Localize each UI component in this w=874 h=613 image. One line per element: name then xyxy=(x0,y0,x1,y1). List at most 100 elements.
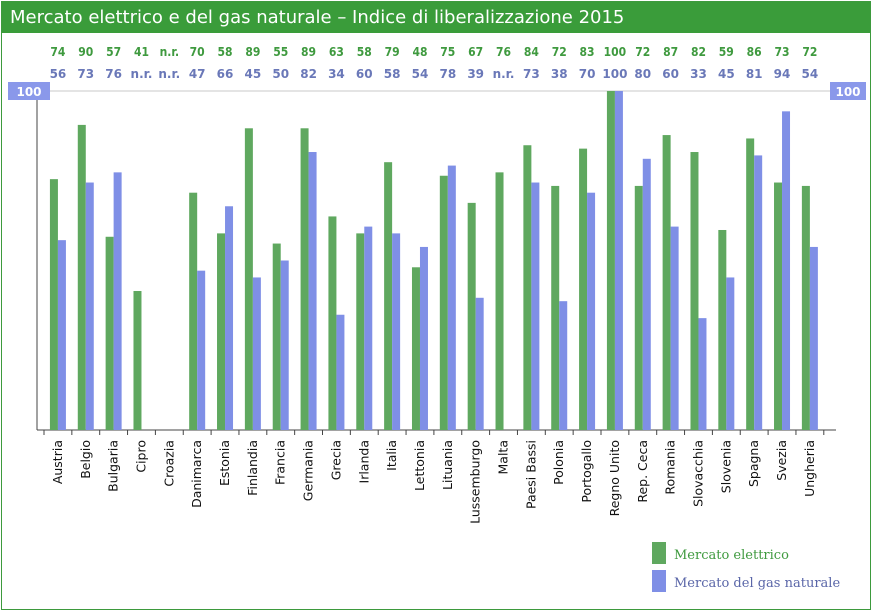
bar-gas xyxy=(782,111,791,430)
label-gas: 38 xyxy=(551,67,568,81)
bar-elettrico xyxy=(523,145,532,431)
category-label: Portogallo xyxy=(579,440,594,503)
bar-elettrico xyxy=(718,229,727,430)
label-gas: 78 xyxy=(439,67,456,81)
category-label: Lituania xyxy=(440,440,455,490)
label-elettrico: 48 xyxy=(412,45,427,59)
bar-gas xyxy=(447,165,456,430)
bar-gas xyxy=(670,226,679,430)
bar-elettrico xyxy=(244,128,253,431)
label-gas: 34 xyxy=(328,67,345,81)
label-gas: 33 xyxy=(690,67,707,81)
bar-elettrico xyxy=(439,175,448,430)
category-label: Estonia xyxy=(217,440,232,486)
category-label: Slovacchia xyxy=(690,440,705,507)
label-elettrico: 67 xyxy=(468,45,483,59)
label-gas: 56 xyxy=(50,67,67,81)
label-gas: 81 xyxy=(746,67,763,81)
bar-elettrico xyxy=(272,243,281,430)
bar-elettrico xyxy=(662,135,671,430)
bar-elettrico xyxy=(801,185,810,430)
bar-gas xyxy=(308,152,317,430)
category-label: Paesi Bassi xyxy=(523,440,538,509)
bar-gas xyxy=(531,182,540,430)
category-label: Lettonia xyxy=(412,440,427,491)
label-gas: 45 xyxy=(718,67,735,81)
category-label: Austria xyxy=(50,440,65,484)
bar-elettrico xyxy=(77,124,86,431)
bar-gas xyxy=(809,246,818,430)
category-label: Bulgaria xyxy=(106,440,121,492)
label-gas: 45 xyxy=(245,67,262,81)
label-elettrico: 72 xyxy=(635,45,650,59)
label-elettrico: 57 xyxy=(106,45,121,59)
label-elettrico: 74 xyxy=(50,45,66,59)
label-gas: n.r. xyxy=(158,67,180,81)
legend-label-gas: Mercato del gas naturale xyxy=(674,576,840,591)
bar-gas xyxy=(252,277,261,430)
category-label: Grecia xyxy=(328,440,343,480)
label-elettrico: 75 xyxy=(440,45,455,59)
bar-gas xyxy=(614,91,623,430)
bar-elettrico xyxy=(690,152,699,430)
bar-elettrico xyxy=(133,291,142,430)
label-elettrico: 83 xyxy=(580,45,595,59)
label-gas: 50 xyxy=(272,67,289,81)
label-gas: 60 xyxy=(356,67,373,81)
label-gas: 70 xyxy=(579,67,596,81)
category-label: Svezia xyxy=(774,440,789,481)
label-elettrico: 82 xyxy=(691,45,706,59)
label-gas: 66 xyxy=(217,67,234,81)
bar-gas xyxy=(57,240,66,430)
label-gas: 82 xyxy=(300,67,317,81)
bar-elettrico xyxy=(467,202,476,430)
bar-elettrico xyxy=(217,233,226,430)
label-elettrico: 72 xyxy=(552,45,567,59)
bar-gas xyxy=(642,158,651,431)
category-label: Finlandia xyxy=(245,440,260,496)
category-label: Danimarca xyxy=(189,440,204,508)
bar-elettrico xyxy=(356,233,365,430)
label-elettrico: 76 xyxy=(496,45,511,59)
bar-gas xyxy=(225,206,234,430)
category-label: Malta xyxy=(496,440,511,474)
label-elettrico: 89 xyxy=(301,45,316,59)
bar-gas xyxy=(85,182,94,430)
label-gas: 73 xyxy=(523,67,540,81)
category-label: Belgio xyxy=(78,440,93,479)
category-label: Germania xyxy=(301,440,316,501)
label-gas: 100 xyxy=(602,67,627,81)
category-label: Irlanda xyxy=(356,440,371,483)
category-label: Romania xyxy=(663,440,678,495)
legend-swatch-elettrico xyxy=(652,542,666,564)
label-elettrico: 70 xyxy=(190,45,205,59)
category-label: Ungheria xyxy=(802,440,817,497)
bar-elettrico xyxy=(328,216,337,430)
bar-elettrico xyxy=(774,182,783,430)
label-elettrico: 86 xyxy=(747,45,762,59)
category-label: Regno Unito xyxy=(607,440,622,516)
label-gas: 76 xyxy=(105,67,122,81)
category-label: Polonia xyxy=(551,440,566,485)
bar-elettrico xyxy=(105,236,114,430)
category-label: Cipro xyxy=(133,440,148,473)
label-elettrico: 100 xyxy=(604,45,627,59)
label-elettrico: 59 xyxy=(719,45,734,59)
reference-badge-left-text: 100 xyxy=(16,85,41,99)
label-elettrico: 90 xyxy=(78,45,93,59)
bar-gas xyxy=(587,192,596,430)
bar-gas xyxy=(364,226,373,430)
bar-gas xyxy=(754,155,763,430)
label-gas: 47 xyxy=(189,67,206,81)
reference-badge-right xyxy=(830,82,866,100)
label-elettrico: 89 xyxy=(245,45,260,59)
category-label: Lussemburgo xyxy=(468,440,483,524)
legend-label-elettrico: Mercato elettrico xyxy=(674,548,789,563)
label-gas: 39 xyxy=(467,67,484,81)
bar-gas xyxy=(698,318,707,430)
label-elettrico: 72 xyxy=(802,45,817,59)
bar-elettrico xyxy=(579,148,588,430)
bar-gas xyxy=(475,297,484,430)
label-elettrico: 84 xyxy=(524,45,540,59)
